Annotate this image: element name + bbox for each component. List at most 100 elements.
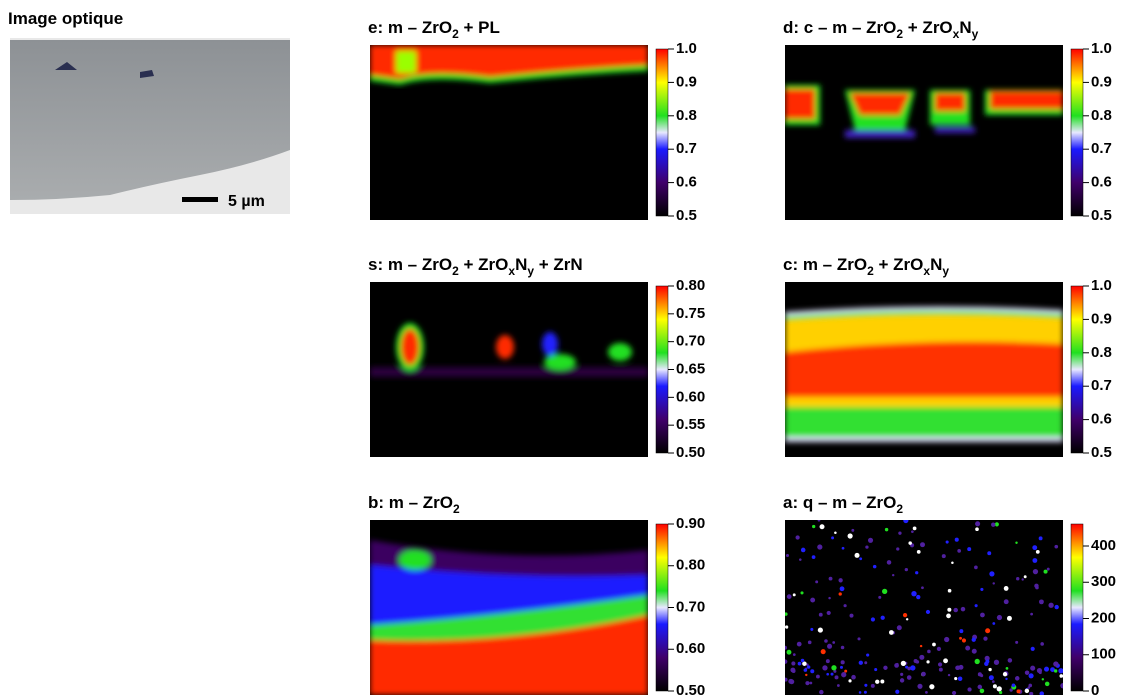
speckle [947,607,952,612]
speckle [1015,640,1019,644]
tick-label: 300 [1091,573,1116,590]
speckle [915,660,920,664]
speckle [900,660,906,666]
speckle [959,629,964,634]
speckle [899,678,905,683]
speckle [1032,558,1038,563]
tick-label: 0.75 [676,305,705,322]
title-part: x [508,264,515,278]
speckle [957,549,962,553]
panel-title: a: q – m – ZrO2 [783,493,903,516]
speckle [800,658,805,663]
speckle [954,677,958,681]
panel-title: e: m – ZrO2 + PL [368,18,500,41]
speckle [838,592,842,596]
speckle [1060,682,1063,689]
speckle [786,594,792,599]
tick-label: 0.6 [1091,174,1112,191]
speckle [974,604,978,608]
speckle [902,612,908,618]
speckle [1034,583,1039,589]
speckle [994,522,999,527]
title-part: + ZrO [874,255,924,274]
title-part: N [515,255,527,274]
tick-label: 0.80 [676,557,705,574]
speckle [927,649,931,654]
speckle [1046,567,1050,571]
speckle [785,677,788,682]
map-e [370,45,648,220]
speckle [858,691,862,694]
speckle [863,690,867,694]
speckle [975,521,981,527]
speckle [822,665,828,671]
speckle [811,555,816,559]
speckle [843,604,847,608]
tick-label: 1.0 [1091,277,1112,294]
speckle [921,671,926,677]
map-b [370,520,648,695]
speckle [980,612,985,618]
speckle [1043,569,1048,574]
speckle [916,594,921,600]
tick-label: 0.50 [676,682,705,696]
speckle [1036,668,1043,674]
speckle [833,669,837,673]
speckle [911,591,917,597]
map-a [785,520,1063,695]
speckle [1050,667,1055,673]
tick-label: 100 [1091,646,1116,663]
speckle [810,597,816,603]
speckle [840,660,845,665]
speckle [907,666,912,671]
speckle [991,522,996,527]
tick-label: 0.5 [1091,444,1112,461]
title-part: c: m – ZrO [783,255,867,274]
speckle [915,571,919,575]
speckle [858,660,863,665]
tick-label: 200 [1091,609,1116,626]
speckle [786,649,792,655]
speckle [791,669,796,673]
speckle [831,665,837,671]
speckle [817,520,821,522]
speckle [817,544,823,550]
tick-label: 0.5 [1091,207,1112,224]
title-part: 2 [896,27,903,41]
speckle [898,531,902,535]
speckle [1030,612,1034,616]
speckle [1027,686,1031,689]
tick-label: 0.55 [676,416,705,433]
speckle [799,558,802,561]
speckle [883,665,888,670]
tick-label: 0.5 [676,207,697,224]
tick-label: 0.7 [1091,140,1112,157]
speckle [872,564,877,569]
speckle [820,649,826,655]
speckle [1003,599,1009,605]
title-part: y [527,264,534,278]
speckle [906,675,912,680]
speckle [1009,688,1013,692]
speckle [1039,691,1045,695]
speckle [921,586,924,590]
tick-label: 0.9 [1091,73,1112,90]
speckle [1015,541,1018,544]
speckle [891,573,895,577]
speckle [1028,683,1033,688]
speckle [803,668,808,672]
speckle [870,617,876,622]
speckle [992,582,995,585]
speckle [867,537,874,543]
speckle [802,661,807,666]
tick-label: 1.0 [676,40,697,57]
title-part: 2 [452,27,459,41]
speckle [854,552,860,558]
speckle [1023,575,1027,579]
speckle [815,674,820,679]
speckle [1044,666,1050,672]
speckle [961,638,967,643]
colorbar [655,285,669,454]
speckle [965,645,971,651]
